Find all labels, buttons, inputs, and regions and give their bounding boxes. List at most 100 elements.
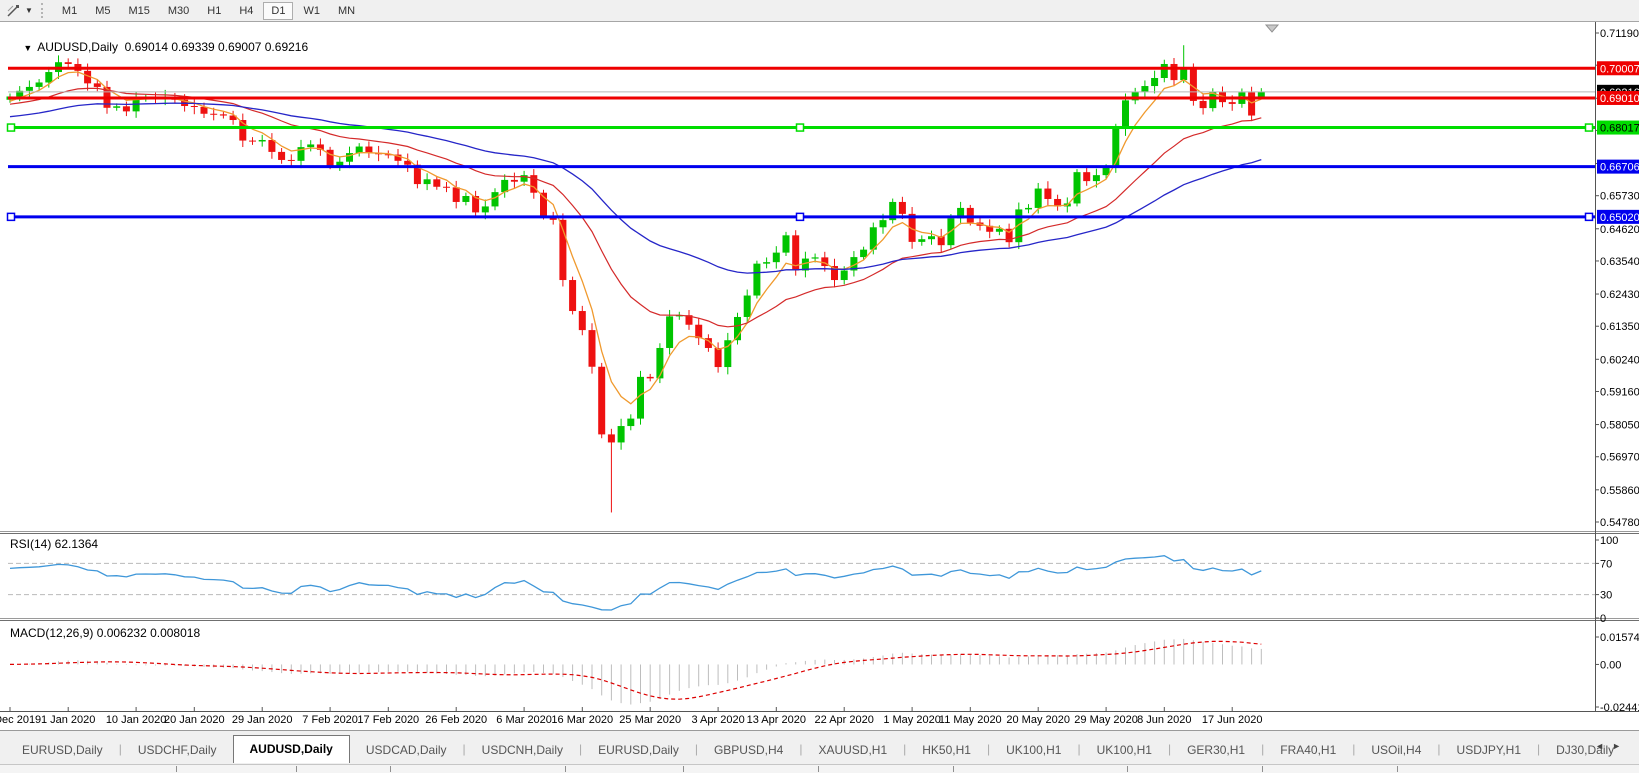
svg-text:0.69010: 0.69010 xyxy=(1600,93,1639,105)
tab-audusd-daily[interactable]: AUDUSD,Daily xyxy=(232,735,350,763)
tab-separator: | xyxy=(694,742,698,756)
tab-uk100-h1[interactable]: UK100,H1 xyxy=(1006,743,1062,757)
chart-dropdown-icon[interactable]: ▼ xyxy=(23,43,33,53)
tab-separator: | xyxy=(1352,742,1356,756)
chart-tabs: EURUSD,Daily | USDCHF,Daily AUDUSD,Daily USD… xyxy=(6,735,1630,763)
tab-usoil-h4[interactable]: USOil,H4 xyxy=(1371,743,1422,757)
date-tick-label: 23 Dec 2019 xyxy=(0,714,42,726)
pencil-line-icon xyxy=(7,4,19,17)
svg-text:0.58050: 0.58050 xyxy=(1600,420,1639,432)
tf-button-m30[interactable]: M30 xyxy=(167,5,190,17)
svg-text:70: 70 xyxy=(1600,558,1612,570)
tf-button-h1[interactable]: H1 xyxy=(207,5,222,17)
status-divider xyxy=(390,766,391,772)
date-tick-label: 29 Jan 2020 xyxy=(231,714,293,726)
svg-text:0.56970: 0.56970 xyxy=(1600,452,1639,464)
tab-dj30-daily[interactable]: DJ30,Daily xyxy=(1556,743,1615,757)
tab-usdjpy-h1[interactable]: USDJPY,H1 xyxy=(1456,743,1522,757)
tab-eurusd-daily[interactable]: EURUSD,Daily xyxy=(598,743,679,757)
status-bar xyxy=(0,764,1639,773)
rsi-indicator-label: RSI(14) 62.1364 xyxy=(10,537,99,551)
svg-text:100: 100 xyxy=(1600,535,1618,547)
tf-button-mn[interactable]: MN xyxy=(337,5,356,17)
date-tick-label: 25 Mar 2020 xyxy=(619,714,682,726)
date-tick-label: 17 Jun 2020 xyxy=(1201,714,1263,726)
line-tool-icon[interactable]: ▼ xyxy=(4,3,35,19)
tab-gbpusd-h4[interactable]: GBPUSD,H4 xyxy=(713,743,784,757)
chart-window: 0.711900.701100.690000.679200.668100.657… xyxy=(0,22,1639,730)
status-divider xyxy=(1262,766,1263,772)
tabs-scroll-left-icon[interactable]: ◄ xyxy=(1595,741,1613,751)
tab-separator: | xyxy=(579,742,583,756)
chart-tab-bar: EURUSD,Daily | USDCHF,Daily AUDUSD,Daily USD… xyxy=(0,730,1639,765)
tf-button-w1[interactable]: W1 xyxy=(303,5,320,17)
date-tick-label: 20 Jan 2020 xyxy=(164,714,225,726)
svg-text:0.60240: 0.60240 xyxy=(1600,354,1639,366)
tabs-scroll-right-icon[interactable]: ► xyxy=(1612,741,1629,751)
svg-text:0.54780: 0.54780 xyxy=(1600,517,1639,529)
date-tick-label: 26 Feb 2020 xyxy=(425,714,488,726)
svg-text:0.00: 0.00 xyxy=(1600,659,1621,671)
tab-separator: | xyxy=(462,742,466,756)
date-tick-label: 22 Apr 2020 xyxy=(814,714,874,726)
tab-ger30-h1[interactable]: GER30,H1 xyxy=(1187,743,1246,757)
tab-usdcad-daily[interactable]: USDCAD,Daily xyxy=(365,743,447,757)
tf-button-m5[interactable]: M5 xyxy=(95,5,111,17)
tab-fra40-h1[interactable]: FRA40,H1 xyxy=(1280,743,1337,757)
tab-xauusd-h1[interactable]: XAUUSD,H1 xyxy=(818,743,888,757)
chart-canvas[interactable]: 0.711900.701100.690000.679200.668100.657… xyxy=(0,22,1639,712)
svg-text:0.62430: 0.62430 xyxy=(1600,289,1639,301)
tab-separator: | xyxy=(1167,742,1172,756)
tab-separator: | xyxy=(1077,742,1081,756)
tab-separator: | xyxy=(903,742,907,756)
svg-text:0.64620: 0.64620 xyxy=(1600,224,1639,236)
tf-button-h4[interactable]: H4 xyxy=(239,5,254,17)
tab-hk50-h1[interactable]: HK50,H1 xyxy=(922,743,971,757)
date-tick-label: 7 Feb 2020 xyxy=(302,714,358,726)
tab-separator: | xyxy=(986,742,991,756)
chart-symbol-label: AUDUSD,Daily xyxy=(37,40,118,54)
date-tick-label: 20 May 2020 xyxy=(1006,714,1070,726)
date-tick-label: 17 Feb 2020 xyxy=(357,714,420,726)
timeframe-toolbar: ▼ M1 M5 M15 M30 H1 H4 D1 W1 MN xyxy=(0,0,1639,22)
tab-usdcnh-daily[interactable]: USDCNH,Daily xyxy=(481,743,564,757)
date-tick-label: 29 May 2020 xyxy=(1074,714,1138,726)
tab-separator: | xyxy=(1537,742,1541,756)
date-tick-label: 11 May 2020 xyxy=(938,714,1002,726)
svg-text:-0.024412: -0.024412 xyxy=(1600,702,1639,712)
status-divider xyxy=(565,766,566,772)
tf-button-m1[interactable]: M1 xyxy=(61,5,78,17)
tab-eurusd-daily[interactable]: EURUSD,Daily xyxy=(22,743,103,757)
svg-text:0.015741: 0.015741 xyxy=(1600,632,1639,644)
tab-separator: | xyxy=(799,742,803,756)
date-tick-label: 1 Jan 2020 xyxy=(40,714,96,726)
status-divider xyxy=(176,766,177,772)
tf-button-m15[interactable]: M15 xyxy=(128,5,150,17)
svg-text:0.70007: 0.70007 xyxy=(1600,63,1639,75)
svg-text:0: 0 xyxy=(1600,613,1606,625)
svg-text:0.65730: 0.65730 xyxy=(1600,191,1639,203)
tab-separator: | xyxy=(118,742,122,756)
chart-title: ▼ AUDUSD,Daily 0.69014 0.69339 0.69007 0.… xyxy=(10,26,308,68)
date-tick-label: 1 May 2020 xyxy=(883,714,941,726)
timeframe-buttons: M1 M5 M15 M30 H1 H4 D1 W1 MN xyxy=(53,1,364,20)
tab-separator: | xyxy=(1261,742,1265,756)
status-divider xyxy=(818,766,819,772)
tab-separator: | xyxy=(1437,742,1441,756)
status-divider xyxy=(683,766,684,772)
status-divider xyxy=(1127,766,1128,772)
toolbar-grip-handle[interactable] xyxy=(40,3,47,18)
date-tick-label: 6 Mar 2020 xyxy=(496,714,552,726)
svg-text:30: 30 xyxy=(1600,590,1612,602)
tab-usdchf-daily[interactable]: USDCHF,Daily xyxy=(137,743,217,757)
date-tick-label: 16 Mar 2020 xyxy=(551,714,614,726)
tf-button-d1[interactable]: D1 xyxy=(263,2,294,20)
date-tick-label: 8 Jun 2020 xyxy=(1137,714,1192,726)
tab-uk100-h1[interactable]: UK100,H1 xyxy=(1096,743,1152,757)
price-axis[interactable] xyxy=(1596,22,1639,712)
svg-text:0.68017: 0.68017 xyxy=(1600,123,1639,135)
dropdown-caret-icon[interactable]: ▼ xyxy=(25,6,33,15)
chart-ohlc-values: 0.69014 0.69339 0.69007 0.69216 xyxy=(124,40,309,54)
status-divider xyxy=(953,766,954,772)
